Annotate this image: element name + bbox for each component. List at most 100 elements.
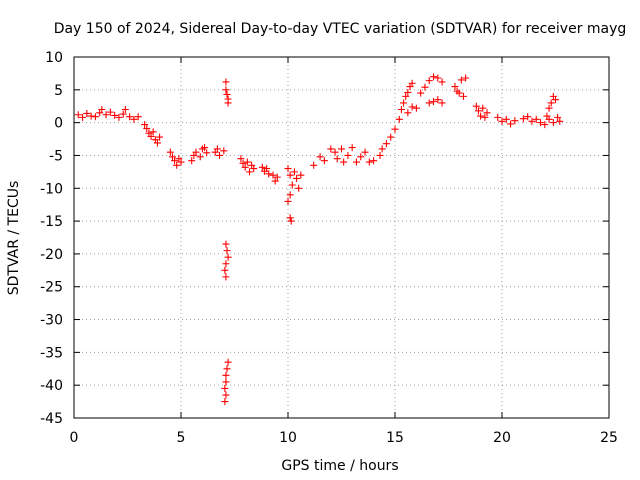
data-point <box>434 74 442 82</box>
data-point <box>549 119 557 127</box>
data-point <box>459 92 467 100</box>
data-point <box>541 121 549 129</box>
data-point <box>173 161 181 169</box>
y-axis-label: SDTVAR / TECUs <box>6 181 22 296</box>
data-point <box>357 153 365 161</box>
data-point <box>286 171 294 179</box>
data-point <box>455 89 463 97</box>
data-point <box>402 92 410 100</box>
data-point <box>223 247 231 255</box>
data-point <box>316 153 324 161</box>
data-point <box>119 110 127 118</box>
data-point <box>554 113 562 121</box>
data-point <box>141 121 149 129</box>
data-point <box>149 128 157 136</box>
data-point <box>102 111 110 119</box>
y-tick-label: -20 <box>40 247 63 263</box>
data-point <box>284 165 292 173</box>
data-point <box>545 115 553 123</box>
data-point <box>168 153 176 161</box>
data-point <box>348 144 356 152</box>
data-point <box>224 358 232 366</box>
data-point <box>417 89 425 97</box>
data-point <box>462 74 470 82</box>
data-point <box>378 145 386 153</box>
data-point <box>241 163 249 171</box>
data-point <box>147 132 155 140</box>
data-point <box>397 106 405 114</box>
data-point <box>340 158 348 166</box>
data-point <box>269 171 277 179</box>
data-point <box>545 104 553 112</box>
data-point <box>287 217 295 225</box>
data-point <box>507 120 515 128</box>
y-tick-label: -45 <box>40 411 63 427</box>
data-point <box>286 191 294 199</box>
x-tick-label: 0 <box>70 430 79 446</box>
data-point <box>222 240 230 248</box>
data-point <box>223 365 231 373</box>
y-tick-label: -30 <box>40 313 63 329</box>
data-point <box>528 117 536 125</box>
data-point <box>224 99 232 107</box>
data-point <box>331 148 339 156</box>
data-point <box>79 113 87 121</box>
data-point <box>425 77 433 85</box>
data-point <box>370 157 378 165</box>
data-point <box>224 253 232 261</box>
data-point <box>196 153 204 161</box>
data-point <box>391 125 399 133</box>
data-point <box>98 106 106 114</box>
data-point <box>245 168 253 176</box>
data-point <box>477 112 485 120</box>
data-point <box>243 158 251 166</box>
data-point <box>352 158 360 166</box>
data-point <box>502 115 510 123</box>
data-point <box>263 165 271 173</box>
data-point <box>344 151 352 159</box>
data-point <box>438 78 446 86</box>
data-point <box>481 113 489 121</box>
data-point <box>188 157 196 165</box>
data-point <box>222 273 230 281</box>
data-point <box>143 125 151 133</box>
data-point <box>457 76 465 84</box>
data-point <box>387 133 395 141</box>
data-point <box>297 171 305 179</box>
plot-frame <box>73 56 610 419</box>
data-point <box>250 165 258 173</box>
data-point <box>290 168 298 176</box>
data-point <box>494 113 502 121</box>
data-point <box>153 139 161 147</box>
data-point <box>273 173 281 181</box>
x-tick-label: 15 <box>386 430 404 446</box>
y-tick-label: -5 <box>49 148 63 164</box>
y-tick-label: -35 <box>40 345 63 361</box>
y-tick-label: -40 <box>40 378 63 394</box>
data-point <box>408 79 416 87</box>
y-tick-label: -10 <box>40 181 63 197</box>
data-point <box>237 155 245 163</box>
data-points <box>74 73 564 406</box>
data-point <box>213 145 221 153</box>
data-point <box>382 140 390 148</box>
x-axis-label: GPS time / hours <box>281 458 398 474</box>
grid-lines <box>74 57 609 418</box>
data-point <box>239 159 247 167</box>
data-point <box>412 104 420 112</box>
y-tick-label: -15 <box>40 214 63 230</box>
data-point <box>221 266 229 274</box>
data-point <box>74 111 82 119</box>
data-point <box>91 113 99 121</box>
axes <box>73 56 610 419</box>
data-point <box>216 151 224 159</box>
data-point <box>395 115 403 123</box>
data-point <box>106 108 114 116</box>
data-point <box>408 103 416 111</box>
data-point <box>479 104 487 112</box>
data-point <box>221 398 229 406</box>
data-point <box>451 83 459 91</box>
data-point <box>556 117 564 125</box>
chart-title: Day 150 of 2024, Sidereal Day-to-day VTE… <box>54 21 627 37</box>
